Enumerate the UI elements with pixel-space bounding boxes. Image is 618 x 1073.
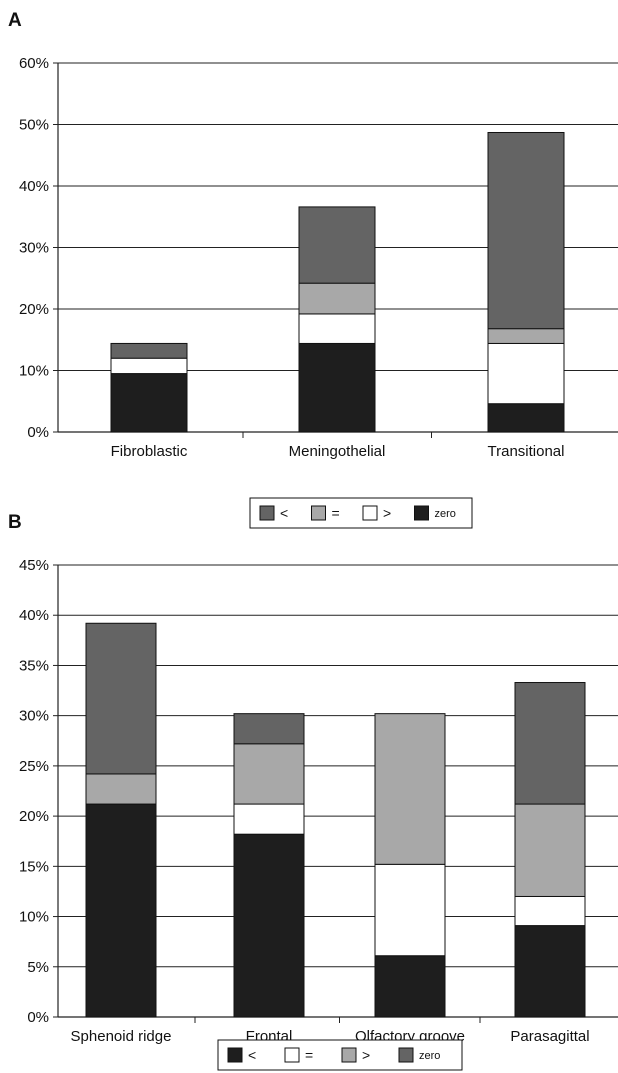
bar-segment	[298, 313, 376, 344]
y-tick-label: 20%	[19, 808, 49, 825]
bar-segment	[233, 743, 305, 805]
bar-segment	[110, 373, 188, 433]
x-category-label: Meningothelial	[289, 443, 386, 460]
bar-segment	[374, 955, 446, 1018]
legend-label: <	[280, 505, 288, 521]
x-category-label: Fibroblastic	[111, 443, 188, 460]
chart-panel-b: 0% 5% 10% 15% 20% 25% 30% 35% 40% 45% Sphenoid rid…	[19, 557, 618, 1045]
bar-segment	[374, 713, 446, 865]
bar-segment	[487, 328, 565, 344]
y-tick-label: 30%	[19, 708, 49, 725]
y-tick-label: 0%	[27, 1009, 49, 1026]
bar-segment	[110, 357, 188, 375]
y-tick-label: 40%	[19, 178, 49, 195]
legend-swatch	[311, 505, 326, 521]
bar-segment	[110, 342, 188, 359]
y-tick-label: 10%	[19, 363, 49, 380]
bar-segment	[374, 863, 446, 957]
panel-label-b: B	[8, 512, 22, 533]
bar-segment	[85, 773, 157, 805]
legend-label: <	[248, 1047, 256, 1063]
y-tick-label: 45%	[19, 557, 49, 574]
chart-panel-a: 0% 10% 20% 30% 40% 50% 60% Fibroblastic Meningot…	[19, 55, 618, 460]
y-tick-label: 60%	[19, 55, 49, 72]
legend-swatch	[414, 505, 429, 521]
legend-swatch	[362, 505, 378, 521]
y-tick-label: 25%	[19, 758, 49, 775]
legend-label: =	[305, 1047, 313, 1063]
bar-segment	[233, 833, 305, 1018]
y-tick-label: 30%	[19, 240, 49, 257]
bar-segment	[514, 803, 586, 897]
x-category-label: Sphenoid ridge	[71, 1028, 172, 1045]
bar-segment	[514, 682, 586, 805]
legend-swatch	[398, 1047, 414, 1063]
legend-label: =	[332, 505, 340, 521]
bar-segment	[514, 925, 586, 1018]
bar-segment	[487, 131, 565, 330]
y-tick-label: 35%	[19, 657, 49, 674]
y-tick-label: 20%	[19, 301, 49, 318]
bar-segment	[298, 206, 376, 284]
x-category-label: Parasagittal	[510, 1028, 589, 1045]
bar-segment	[298, 342, 376, 433]
y-tick-label: 50%	[19, 117, 49, 134]
legend-swatch	[227, 1047, 243, 1063]
y-tick-label: 15%	[19, 858, 49, 875]
bar-segment	[233, 803, 305, 835]
legend-swatch	[341, 1047, 357, 1063]
bar-segment	[85, 803, 157, 1018]
bar-segment	[298, 282, 376, 315]
legend-panel-a: < = > zero	[249, 497, 473, 529]
bar-segment	[487, 342, 565, 405]
y-tick-label: 5%	[27, 959, 49, 976]
x-category-label: Transitional	[488, 443, 565, 460]
legend-swatch	[284, 1047, 300, 1063]
bar-segment	[233, 713, 305, 745]
legend-panel-b: < = > zero	[217, 1039, 463, 1071]
panel-label-a: A	[8, 10, 22, 31]
y-tick-label: 0%	[27, 424, 49, 441]
legend-label: zero	[419, 1050, 440, 1062]
legend-swatch	[259, 505, 275, 521]
legend-label: >	[362, 1047, 370, 1063]
legend-box	[217, 1039, 463, 1071]
bar-segment	[514, 895, 586, 927]
legend-box	[249, 497, 473, 529]
bar-segment	[85, 622, 157, 775]
legend-label: zero	[435, 508, 456, 520]
y-tick-label: 10%	[19, 909, 49, 926]
legend-label: >	[383, 505, 391, 521]
y-tick-label: 40%	[19, 607, 49, 624]
bar-segment	[487, 403, 565, 433]
